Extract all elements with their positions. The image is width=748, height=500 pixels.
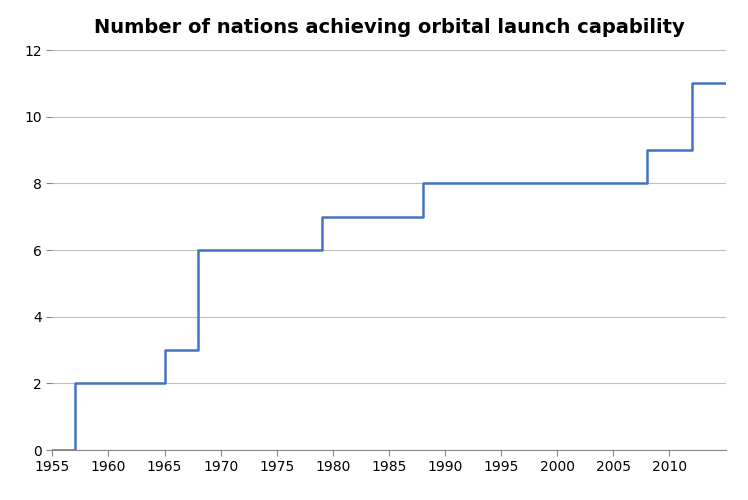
Title: Number of nations achieving orbital launch capability: Number of nations achieving orbital laun… — [94, 18, 684, 38]
